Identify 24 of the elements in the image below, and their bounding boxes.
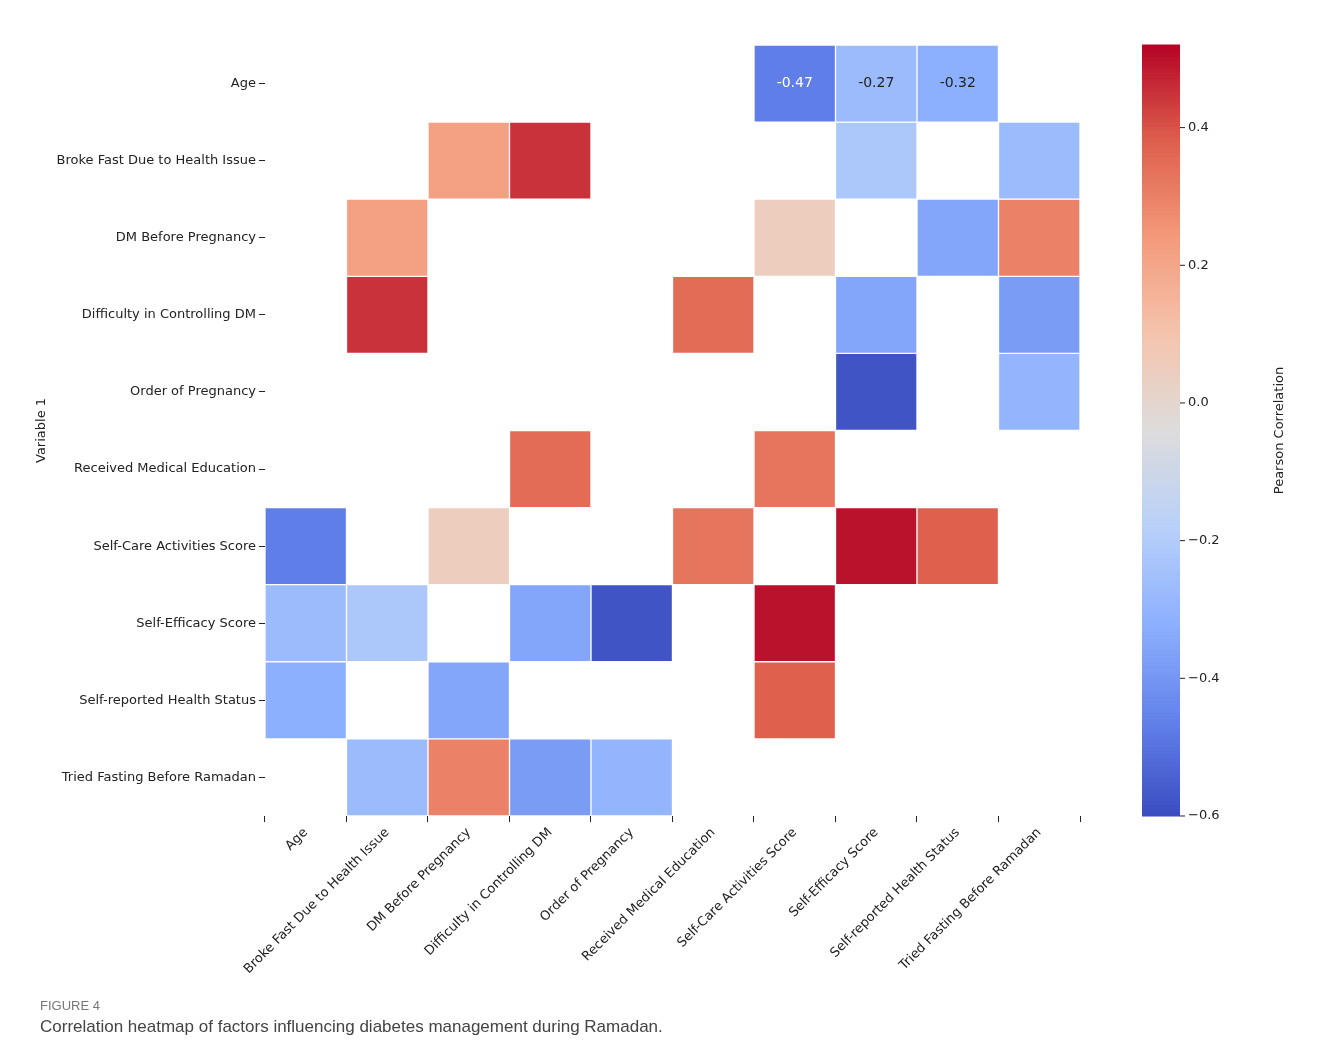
caption: FIGURE 4 [40,998,101,1013]
y-tick-label: Order of Pregnancy [130,383,257,399]
color-bar-label: 0.2 [1188,256,1209,272]
x-tick-label: Age [281,824,311,853]
y-tick-label: Self-Efficacy Score [136,614,256,630]
y-tick-label: DM Before Pregnancy [115,229,257,245]
y-tick-label: Received Medical Education [74,460,256,476]
color-bar-title: Pearson Correlation [1271,366,1287,495]
data-label: -0.32 [939,74,976,91]
color-bar-label: −0.2 [1188,532,1220,548]
y-tick-label: Age [230,74,256,90]
text: Correlation heatmap of factors influencing diabetes management during Ramadan. [40,1017,663,1037]
y-tick-label: Self-reported Health Status [79,691,257,707]
y-tick-label: Self-Care Activities Score [93,537,256,553]
y-tick-label: Difficulty in Controlling DM [81,306,256,322]
y-tick-label: Broke Fast Due to Health Issue [56,152,256,168]
y-axis-title: Variable 1 [33,397,49,464]
color-bar-label: 0.4 [1188,118,1209,134]
data-label: -0.47 [776,74,813,91]
color-bar-label: −0.4 [1188,669,1220,685]
y-tick-label: Tried Fasting Before Ramadan [60,768,256,784]
color-bar-label: 0.0 [1188,394,1209,410]
data-label: -0.27 [858,74,895,91]
color-bar-label: −0.6 [1188,807,1220,823]
